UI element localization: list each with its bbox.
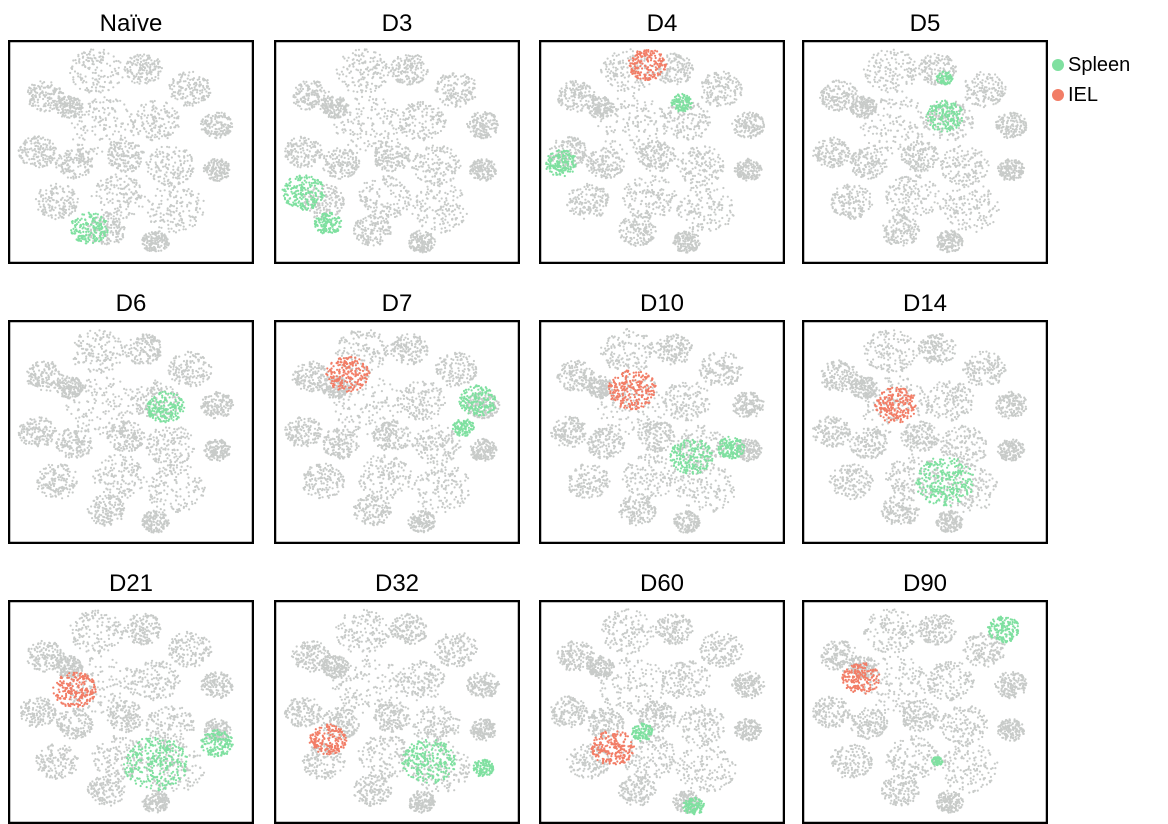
legend: Spleen IEL (1052, 50, 1130, 110)
panel-title: D3 (274, 10, 520, 38)
panel-frame (9, 41, 253, 263)
panel-title: D14 (802, 290, 1048, 318)
legend-swatch-iel (1052, 89, 1064, 101)
panel-title: D21 (8, 570, 254, 598)
tsne-panel (539, 40, 785, 264)
panel-title: D90 (802, 570, 1048, 598)
panel-title: D7 (274, 290, 520, 318)
tsne-panel (274, 40, 520, 264)
panel-title: D5 (802, 10, 1048, 38)
legend-label-spleen: Spleen (1068, 54, 1130, 77)
tsne-panel (539, 600, 785, 824)
tsne-panel (8, 320, 254, 544)
tsne-panel (539, 320, 785, 544)
tsne-panel (274, 600, 520, 824)
legend-item-iel: IEL (1052, 80, 1130, 110)
tsne-panel (274, 320, 520, 544)
legend-item-spleen: Spleen (1052, 50, 1130, 80)
panel-title: D4 (539, 10, 785, 38)
panel-title: D10 (539, 290, 785, 318)
legend-label-iel: IEL (1068, 84, 1098, 107)
panel-title: D6 (8, 290, 254, 318)
panel-title: D60 (539, 570, 785, 598)
tsne-panel (802, 320, 1048, 544)
tsne-panel (8, 600, 254, 824)
panel-frame (803, 41, 1047, 263)
legend-swatch-spleen (1052, 59, 1064, 71)
panel-title: D32 (274, 570, 520, 598)
tsne-panel (802, 600, 1048, 824)
tsne-panel (802, 40, 1048, 264)
tsne-panel (8, 40, 254, 264)
panel-title: Naïve (8, 10, 254, 38)
